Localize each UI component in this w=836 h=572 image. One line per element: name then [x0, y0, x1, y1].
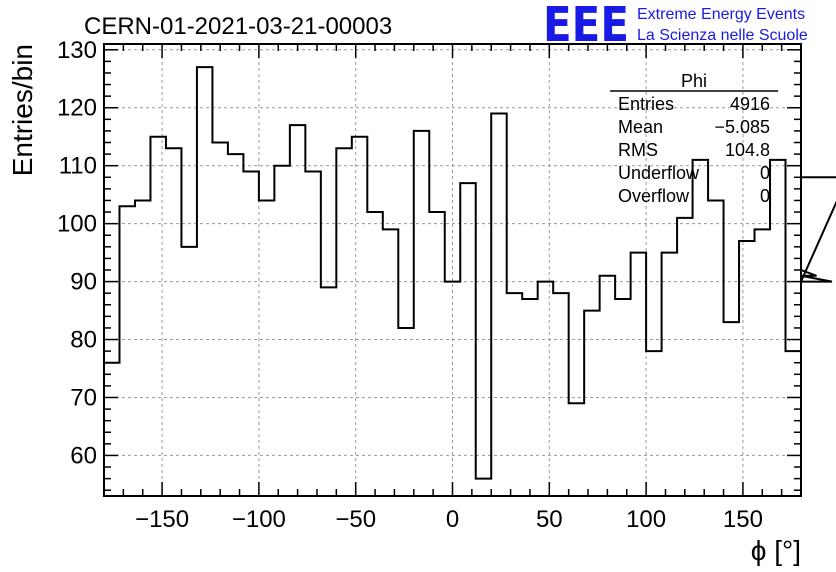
y-axis-label: Entries/bin	[7, 44, 38, 176]
y-tick-label: 90	[70, 269, 97, 296]
y-tick-labels: 60 70 80 90 100 110 120 130	[57, 37, 97, 470]
y-tick-label: 130	[57, 37, 97, 64]
stats-label: Entries	[618, 94, 674, 114]
y-tick-label: 120	[57, 95, 97, 122]
x-axis-label: ϕ [°]	[751, 535, 801, 566]
grid-lines	[104, 44, 801, 496]
y-tick-label: 80	[70, 327, 97, 354]
x-tick-labels: −150 −100 −50 0 50 100 150	[135, 506, 763, 533]
stats-label: Overflow	[618, 186, 690, 206]
x-tick-label: 150	[723, 506, 763, 533]
x-tick-label: 100	[626, 506, 666, 533]
x-tick-label: −50	[335, 506, 376, 533]
logo-line-2: La Scienza nelle Scuole	[637, 27, 808, 44]
stats-label: RMS	[618, 140, 658, 160]
stats-label: Underflow	[618, 163, 700, 183]
stats-value: 0	[760, 163, 770, 183]
stats-value: 4916	[730, 94, 770, 114]
y-tick-label: 60	[70, 442, 97, 469]
axis-ticks	[103, 44, 802, 496]
stats-value: 0	[760, 186, 770, 206]
x-tick-label: −150	[135, 506, 189, 533]
stats-value: −5.085	[714, 117, 770, 137]
y-tick-label: 110	[59, 153, 97, 180]
logo-line-1: Extreme Energy Events	[637, 6, 805, 23]
x-tick-label: 50	[536, 506, 563, 533]
x-tick-label: 0	[446, 506, 459, 533]
x-tick-label: −100	[232, 506, 286, 533]
stats-box: Phi Entries 4916 Mean −5.085 RMS 104.8 Underfl…	[610, 71, 778, 206]
stats-value: 104.8	[725, 140, 770, 160]
histogram-outline	[104, 66, 836, 480]
chart-title: CERN-01-2021-03-21-00003	[84, 13, 392, 40]
y-tick-label: 100	[57, 211, 97, 238]
eee-logo: EEE	[543, 0, 629, 53]
stats-title: Phi	[681, 71, 707, 91]
y-tick-label: 70	[70, 384, 97, 411]
stats-label: Mean	[618, 117, 663, 137]
